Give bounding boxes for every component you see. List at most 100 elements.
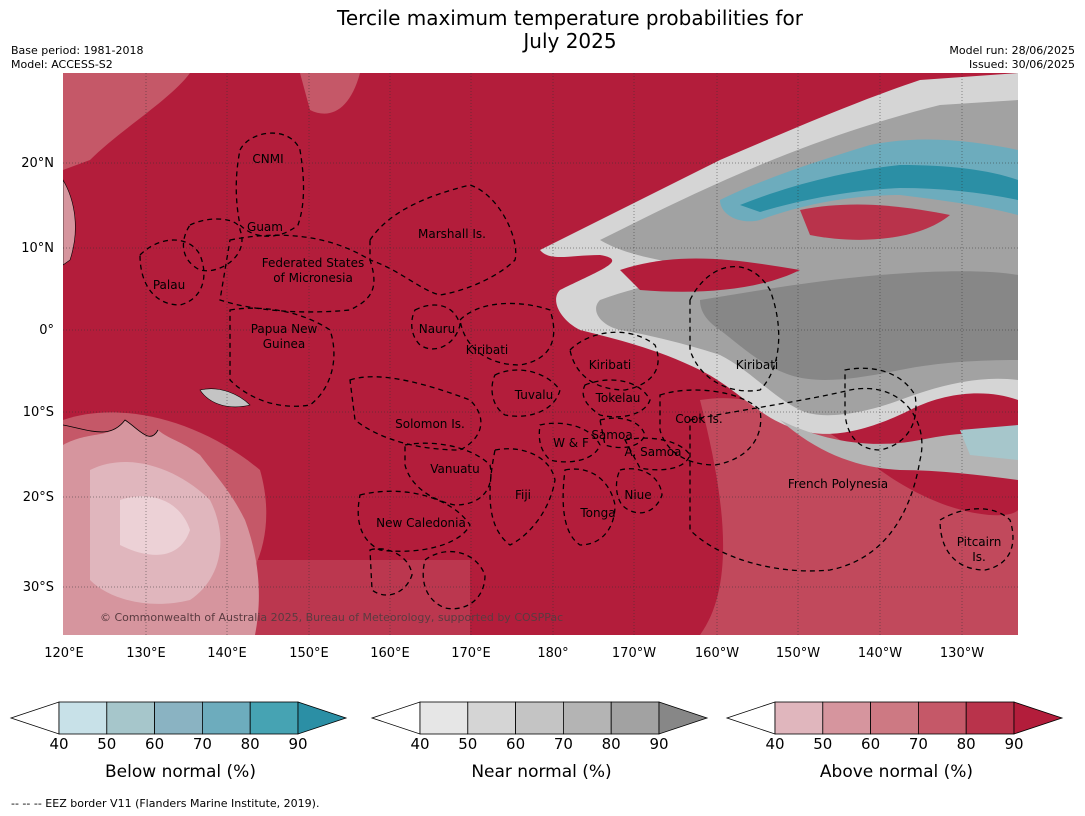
above-normal-patch bbox=[63, 73, 190, 170]
lon-tick: 140°W bbox=[858, 646, 902, 661]
eez-french-polynesia bbox=[689, 387, 923, 572]
colorbar-max-extend bbox=[1013, 701, 1064, 735]
colorbar-segment bbox=[515, 701, 564, 735]
eez-cook bbox=[659, 389, 762, 466]
region-label: W & F bbox=[553, 436, 589, 450]
lat-tick: 30°S bbox=[23, 580, 54, 595]
region-label: Papua New bbox=[251, 322, 318, 336]
colorbar-max-extend bbox=[658, 701, 709, 735]
colorbar-tick-label: 40 bbox=[410, 735, 429, 753]
map-canvas: CNMI Guam Marshall Is. Federated States … bbox=[63, 73, 1018, 635]
lon-tick: 160°W bbox=[695, 646, 739, 661]
eez-fiji bbox=[489, 448, 556, 546]
near-normal-south bbox=[780, 420, 1018, 480]
lat-tick: 20°N bbox=[21, 156, 54, 171]
eez-marshall bbox=[369, 184, 517, 296]
region-label: Niue bbox=[624, 488, 651, 502]
colorbar-segment bbox=[610, 701, 660, 735]
colorbar-tick-label: 60 bbox=[145, 735, 164, 753]
model-name: Model: ACCESS-S2 bbox=[11, 58, 113, 71]
colorbar-segment bbox=[419, 701, 469, 735]
lon-tick: 150°E bbox=[289, 646, 329, 661]
colorbar-min-extend bbox=[9, 701, 60, 735]
above-normal-intrusion bbox=[800, 204, 950, 240]
eez-nauru bbox=[411, 304, 461, 350]
colorbar-max-extend bbox=[297, 701, 348, 735]
region-label: Tonga bbox=[579, 506, 615, 520]
region-label: CNMI bbox=[252, 152, 283, 166]
below-normal-high bbox=[740, 165, 1018, 212]
above-normal-patch bbox=[300, 73, 360, 114]
region-label: A. Samoa bbox=[625, 445, 682, 459]
lon-tick: 130°W bbox=[940, 646, 984, 661]
lon-tick: 140°E bbox=[207, 646, 247, 661]
meta-left: Base period: 1981-2018 Model: ACCESS-S2 bbox=[11, 44, 143, 72]
graticule bbox=[63, 73, 1018, 635]
lon-tick: 170°E bbox=[451, 646, 491, 661]
colorbar-segment bbox=[822, 701, 872, 735]
colorbar-tick-label: 70 bbox=[554, 735, 573, 753]
colorbar-tick-label: 60 bbox=[861, 735, 880, 753]
eez-kiribati-central bbox=[569, 331, 659, 391]
colorbar-tick-label: 90 bbox=[288, 735, 307, 753]
new-guinea-coast bbox=[199, 388, 251, 408]
model-run: Model run: 28/06/2025 bbox=[949, 44, 1075, 57]
issued-date: Issued: 30/06/2025 bbox=[968, 58, 1075, 71]
eez-marquesas bbox=[844, 367, 917, 451]
region-label: Tuvalu bbox=[514, 388, 554, 402]
colorbar-tick-label: 50 bbox=[97, 735, 116, 753]
map-figure: CNMI Guam Marshall Is. Federated States … bbox=[21, 73, 1018, 661]
eez-samoa bbox=[599, 417, 646, 449]
copyright-credit: © Commonwealth of Australia 2025, Bureau… bbox=[100, 611, 563, 624]
colorbar-segment bbox=[870, 701, 919, 735]
region-label: Solomon Is. bbox=[395, 417, 465, 431]
region-label: Vanuatu bbox=[430, 462, 480, 476]
colorbar-min-extend bbox=[725, 701, 776, 735]
colorbar-segment bbox=[965, 701, 1015, 735]
above-normal-intrusion bbox=[620, 258, 800, 292]
region-label: Fiji bbox=[515, 488, 531, 502]
lon-tick: 180° bbox=[537, 646, 568, 661]
colorbar-segment bbox=[562, 701, 612, 735]
region-label: Nauru bbox=[419, 322, 455, 336]
eez-guam bbox=[182, 218, 243, 272]
colorbar-tick-label: 80 bbox=[957, 735, 976, 753]
lon-tick: 160°E bbox=[370, 646, 410, 661]
colorbar-segment bbox=[917, 701, 967, 735]
colorbar-tick-label: 60 bbox=[506, 735, 525, 753]
colorbar-segment bbox=[154, 701, 203, 735]
region-label: Kiribati bbox=[466, 343, 508, 357]
lon-tick: 130°E bbox=[126, 646, 166, 661]
colorbar-tick-label: 50 bbox=[813, 735, 832, 753]
near-normal-high bbox=[700, 271, 1018, 380]
lat-tick: 10°S bbox=[23, 405, 54, 420]
eez-kiribati-east bbox=[689, 266, 780, 392]
eez-vanuatu bbox=[404, 442, 492, 506]
above-normal-light-area bbox=[120, 496, 190, 555]
eez-pitcairn bbox=[939, 508, 1014, 571]
eez-norfolk bbox=[422, 550, 486, 610]
region-label: Kiribati bbox=[589, 358, 631, 372]
colorbar-min-extend bbox=[370, 701, 421, 735]
eez-new-caledonia bbox=[357, 490, 471, 552]
colorbar-tick-label: 50 bbox=[458, 735, 477, 753]
region-label: Pitcairn bbox=[957, 535, 1002, 549]
colorbar-tick-label: 80 bbox=[241, 735, 260, 753]
colorbar-above-normal-title: Above normal (%) bbox=[819, 762, 974, 782]
lat-tick: 10°N bbox=[21, 241, 54, 256]
eez-cnmi bbox=[235, 132, 305, 237]
colorbar-above-normal-scale: 40 50 60 70 80 90 bbox=[725, 701, 1064, 753]
region-label: Kiribati bbox=[736, 358, 778, 372]
region-label: French Polynesia bbox=[788, 477, 888, 491]
colorbar-near-normal-scale: 40 50 60 70 80 90 bbox=[370, 701, 709, 753]
colorbar-segment bbox=[467, 701, 517, 735]
eez-american-samoa bbox=[624, 437, 691, 471]
region-labels: CNMI Guam Marshall Is. Federated States … bbox=[153, 152, 1001, 564]
colorbar-segment bbox=[249, 701, 299, 735]
longitude-ticks: 120°E 130°E 140°E 150°E 160°E 170°E 180°… bbox=[44, 646, 984, 661]
colorbar-tick-label: 80 bbox=[602, 735, 621, 753]
colorbar-segment bbox=[774, 701, 824, 735]
region-label: Palau bbox=[153, 278, 185, 292]
region-label: Samoa bbox=[591, 428, 632, 442]
lon-tick: 150°W bbox=[776, 646, 820, 661]
